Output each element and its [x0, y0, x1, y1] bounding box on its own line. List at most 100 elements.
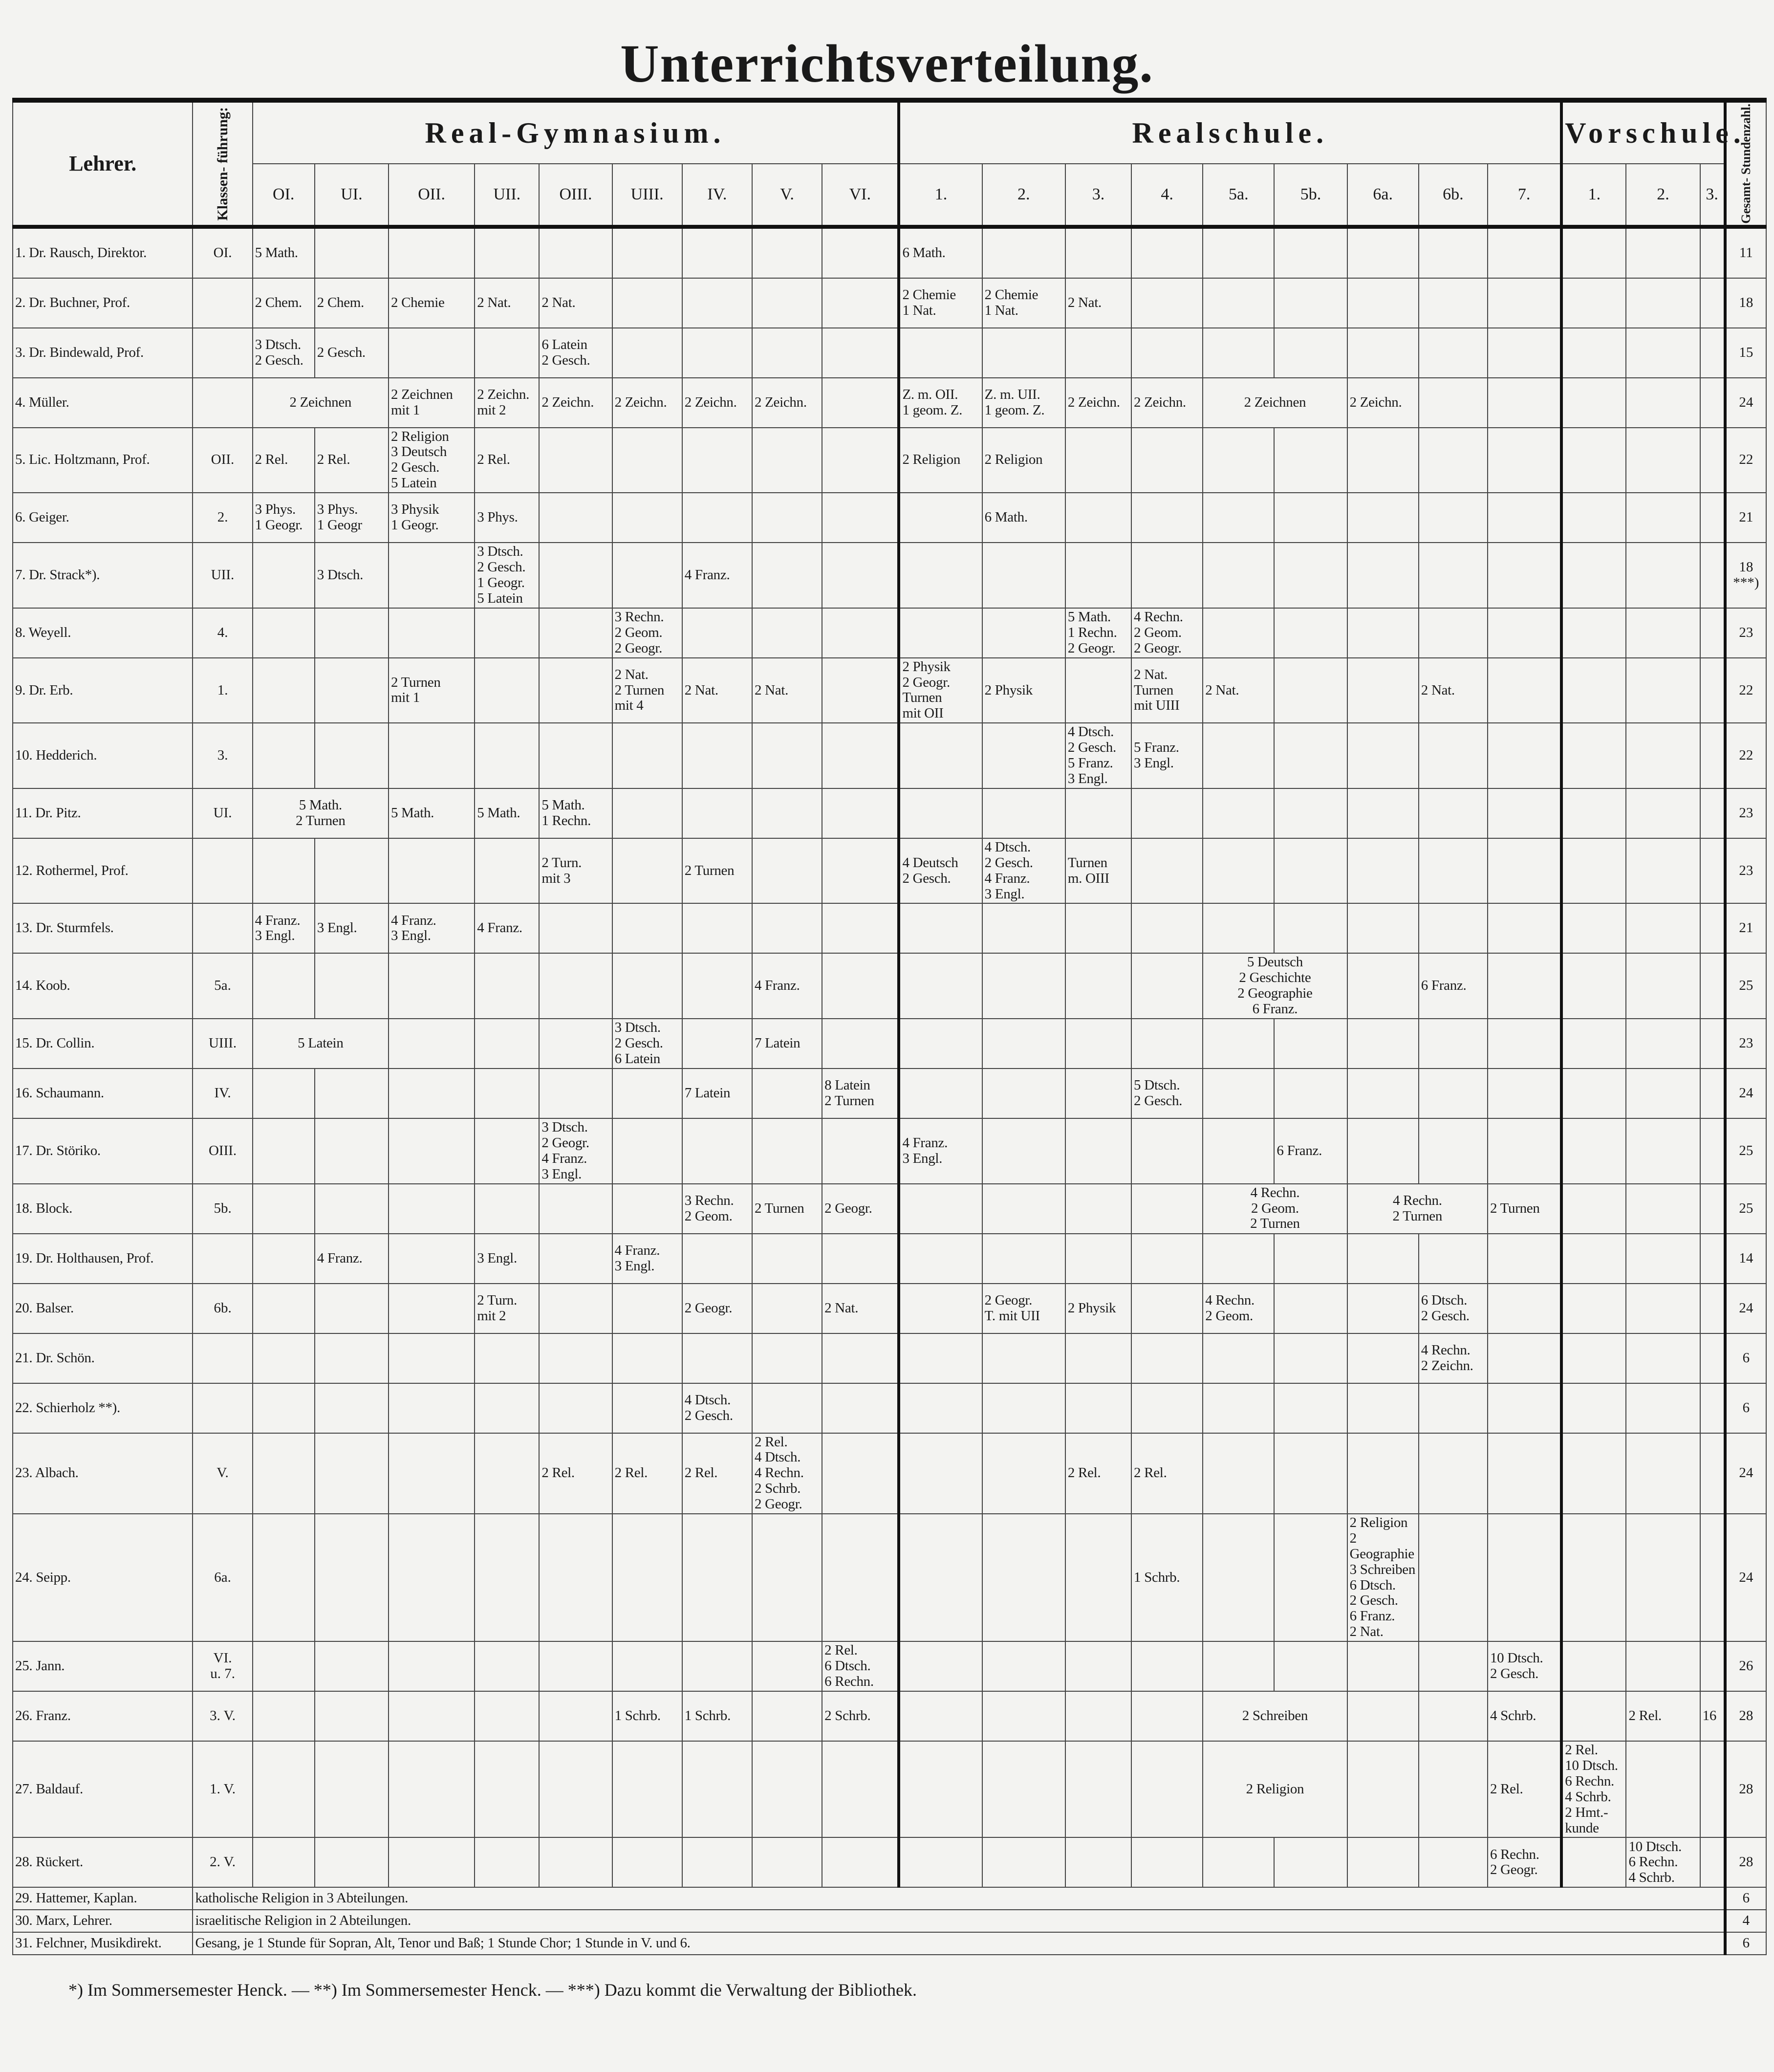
lesson-cell: 1 Schrb.: [681, 1691, 753, 1742]
lesson-cell: 2 Nat.: [474, 277, 540, 328]
class-lead: UII.: [192, 542, 253, 609]
teacher-name-text: Dr. Pitz.: [35, 805, 81, 821]
empty-cell: [751, 1641, 823, 1692]
empty-cell: [1131, 1382, 1204, 1434]
empty-cell: [1560, 1283, 1627, 1334]
lesson-cell: 1 Schrb.: [611, 1691, 683, 1742]
empty-cell: [751, 427, 823, 494]
empty-cell: [822, 427, 900, 494]
empty-cell: [1064, 787, 1132, 839]
empty-cell: [1202, 1117, 1275, 1184]
lesson-cell: 4 Franz.: [314, 1233, 389, 1284]
empty-cell: [1487, 542, 1562, 609]
row-number: 23.: [15, 1465, 33, 1481]
empty-cell: [252, 1117, 315, 1184]
teacher-name: 28. Rückert.: [12, 1837, 194, 1888]
empty-cell: [611, 427, 683, 494]
lesson-cell: 2 Schreiben: [1202, 1691, 1348, 1742]
empty-cell: [1274, 327, 1348, 378]
lesson-cell: 3 Dtsch. 2 Gesch. 1 Geogr. 5 Latein: [474, 542, 540, 609]
empty-cell: [751, 607, 823, 658]
row-number: 11.: [15, 805, 32, 821]
teacher-name-text: Dr. Collin.: [36, 1035, 95, 1051]
lesson-cell: 2 Chemie 1 Nat.: [897, 277, 983, 328]
empty-cell: [611, 953, 683, 1019]
empty-cell: [822, 1018, 900, 1069]
empty-cell: [1202, 277, 1275, 328]
class-lead: [192, 837, 253, 904]
empty-cell: [1699, 1117, 1726, 1184]
teacher-name-text: Albach.: [35, 1465, 79, 1481]
table-row: 7. Dr. Strack*). UII. 3 Dtsch. 3 Dtsch. 2 G…: [12, 542, 1767, 609]
empty-cell: [981, 607, 1066, 658]
empty-cell: [1487, 1068, 1562, 1119]
lesson-cell: 7 Latein: [681, 1068, 753, 1119]
class-lead: 6a.: [192, 1513, 253, 1642]
teaching-distribution-table: Lehrer. Klassen- führung: Real-Gymnasium. R…: [12, 98, 1767, 1956]
table-row: 3. Dr. Bindewald, Prof. 3 Dtsch. 2 Gesch.…: [12, 327, 1767, 378]
lesson-cell: 2 Zeichn.: [681, 377, 753, 428]
row-number: 18.: [15, 1200, 33, 1216]
empty-cell: [1131, 1233, 1204, 1284]
total-hours: 18 ***): [1723, 542, 1767, 609]
empty-cell: [1274, 542, 1348, 609]
empty-cell: [1487, 1432, 1562, 1514]
empty-cell: [314, 1382, 389, 1434]
empty-cell: [981, 1183, 1066, 1234]
schedule-table-wrapper: Lehrer. Klassen- führung: Real-Gymnasium. R…: [12, 98, 1767, 1956]
lesson-cell: 2 Zeichnen: [1202, 377, 1348, 428]
empty-cell: [1487, 837, 1562, 904]
lesson-cell: 1 Schrb.: [1131, 1513, 1204, 1642]
lesson-cell: 7 Latein: [751, 1018, 823, 1069]
empty-cell: [822, 607, 900, 658]
teacher-name: 24. Seipp.: [12, 1513, 194, 1642]
table-row: 21. Dr. Schön. 4 Rechn. 2 Zeichn. 6: [12, 1332, 1767, 1384]
empty-cell: [1064, 1183, 1132, 1234]
lesson-cell: 3 Dtsch. 2 Geogr. 4 Franz. 3 Engl.: [539, 1117, 613, 1184]
empty-cell: [751, 1691, 823, 1742]
lesson-cell: 2 Zeichn.: [1064, 377, 1132, 428]
empty-cell: [1418, 492, 1488, 544]
teacher-name: 3. Dr. Bindewald, Prof.: [12, 327, 194, 378]
empty-cell: [611, 1283, 683, 1334]
empty-cell: [1625, 492, 1701, 544]
empty-cell: [981, 327, 1066, 378]
empty-cell: [1560, 1332, 1627, 1384]
empty-cell: [1560, 1641, 1627, 1692]
empty-cell: [897, 1513, 983, 1642]
empty-cell: [1699, 226, 1726, 279]
empty-cell: [1560, 277, 1627, 328]
column-header-class: 2.: [981, 163, 1066, 227]
teacher-name: 9. Dr. Erb.: [12, 657, 194, 724]
class-lead: VI. u. 7.: [192, 1641, 253, 1692]
teacher-name-text: Franz.: [36, 1708, 71, 1724]
empty-cell: [388, 1382, 476, 1434]
empty-cell: [1625, 1432, 1701, 1514]
lesson-cell: 2 Geogr.: [681, 1283, 753, 1334]
empty-cell: [1699, 1068, 1726, 1119]
empty-cell: [1131, 953, 1204, 1019]
footnote: *) Im Sommersemester Henck. — **) Im Som…: [68, 1980, 917, 2000]
empty-cell: [1064, 1691, 1132, 1742]
empty-cell: [539, 1283, 613, 1334]
empty-cell: [1699, 1183, 1726, 1234]
empty-cell: [388, 1332, 476, 1384]
empty-cell: [539, 1837, 613, 1888]
empty-cell: [314, 1068, 389, 1119]
row-number: 14.: [15, 978, 33, 994]
empty-cell: [981, 1233, 1066, 1284]
empty-cell: [1274, 1332, 1348, 1384]
column-header-class-lead: Klassen- führung:: [192, 100, 253, 227]
empty-cell: [1346, 1741, 1419, 1838]
empty-cell: [751, 1332, 823, 1384]
empty-cell: [1418, 1382, 1488, 1434]
lesson-cell: Z. m. OII. 1 geom. Z.: [897, 377, 983, 428]
empty-cell: [981, 1018, 1066, 1069]
lesson-cell: 2 Rel.: [252, 427, 315, 494]
empty-cell: [751, 277, 823, 328]
empty-cell: [1625, 1741, 1701, 1838]
empty-cell: [539, 1018, 613, 1069]
teacher-name-text: Balser.: [36, 1300, 74, 1316]
empty-cell: [388, 1641, 476, 1692]
lesson-cell: 3 Dtsch. 2 Gesch. 6 Latein: [611, 1018, 683, 1069]
